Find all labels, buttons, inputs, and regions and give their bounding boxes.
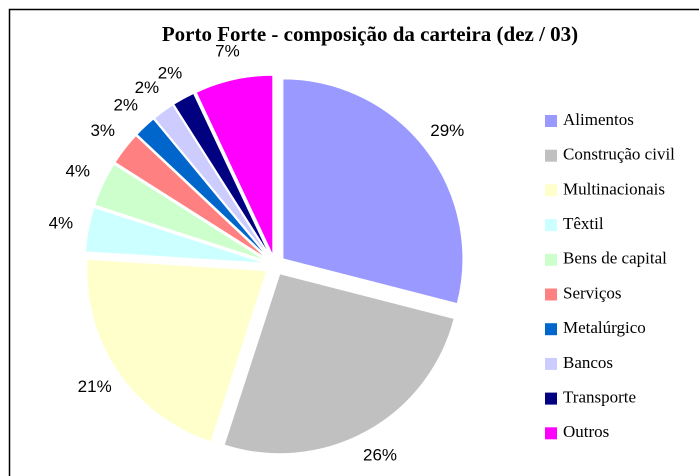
pie-slice xyxy=(136,118,269,259)
legend-swatch xyxy=(545,392,557,405)
data-label: 2% xyxy=(158,63,183,82)
data-label: 2% xyxy=(135,78,160,97)
legend-swatch xyxy=(545,323,557,336)
data-label: 29% xyxy=(430,121,464,140)
legend-swatch xyxy=(545,184,557,197)
data-label: 26% xyxy=(363,446,397,465)
legend-swatch xyxy=(545,427,557,440)
data-label: 21% xyxy=(78,377,112,396)
data-label: 2% xyxy=(113,96,138,115)
pie-slice xyxy=(223,273,455,455)
legend-label: Multinacionais xyxy=(563,179,665,198)
legend-label: Têxtil xyxy=(563,214,604,233)
legend-swatch xyxy=(545,115,557,127)
legend-label: Bancos xyxy=(563,353,613,372)
legend-label: Serviços xyxy=(563,283,622,302)
legend-label: Bens de capital xyxy=(563,249,667,268)
pie-slice xyxy=(94,163,267,262)
legend-label: Construção civil xyxy=(563,145,675,164)
pie-slice xyxy=(85,206,266,264)
pie-slice xyxy=(282,78,464,305)
data-label: 3% xyxy=(90,121,115,140)
legend-swatch xyxy=(545,149,557,162)
legend-swatch xyxy=(545,253,557,266)
pie-slice xyxy=(114,134,268,260)
pie-slice xyxy=(195,74,274,256)
data-label: 7% xyxy=(215,42,240,61)
pie-slice xyxy=(86,258,268,443)
data-label: 4% xyxy=(65,162,90,181)
pie-slice xyxy=(173,92,271,257)
legend-swatch xyxy=(545,219,557,232)
legend-label: Transporte xyxy=(563,388,636,407)
pie-slice xyxy=(153,104,270,258)
chart-title: Porto Forte - composição da carteira (de… xyxy=(162,22,578,46)
data-label: 4% xyxy=(49,214,74,233)
legend-label: Alimentos xyxy=(563,110,634,129)
legend-swatch xyxy=(545,288,557,301)
legend-label: Outros xyxy=(563,422,609,441)
legend-swatch xyxy=(545,357,557,370)
legend-label: Metalúrgico xyxy=(563,318,646,337)
